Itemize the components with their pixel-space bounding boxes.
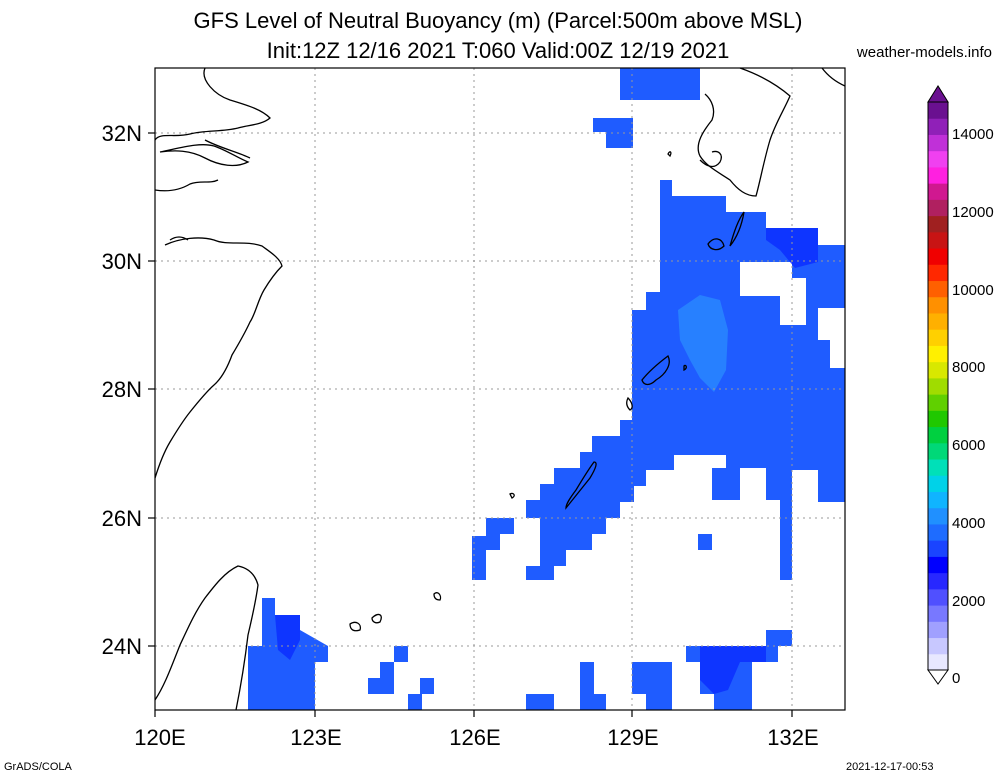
- colorbar-cell: [928, 523, 948, 541]
- y-tick-24n: 24N: [102, 634, 142, 659]
- footer-left: GrADS/COLA: [4, 761, 72, 773]
- colorbar-cell: [928, 264, 948, 282]
- buoyancy-regions: [248, 68, 845, 710]
- colorbar-cell: [928, 653, 948, 671]
- colorbar-cell: [928, 248, 948, 265]
- y-tick-30n: 30N: [102, 249, 142, 274]
- colorbar-cell: [928, 199, 948, 217]
- coastlines: [154, 67, 846, 711]
- colorbar-cell: [928, 572, 948, 590]
- colorbar-cell: [928, 507, 948, 525]
- colorbar-cell: [928, 426, 948, 444]
- colorbar-cell: [928, 410, 948, 428]
- colorbar-cell: [928, 540, 948, 557]
- colorbar-cell: [928, 361, 948, 379]
- title-line-2: Init:12Z 12/16 2021 T:060 Valid:00Z 12/1…: [266, 38, 730, 63]
- colorbar-cell: [928, 588, 948, 606]
- colorbar-cell: [928, 605, 948, 622]
- colorbar-cell: [928, 280, 948, 298]
- colorbar-label-10000: 10000: [952, 282, 994, 299]
- colorbar-label-8000: 8000: [952, 359, 985, 376]
- site-label: weather-models.info: [856, 44, 992, 61]
- colorbar-label-6000: 6000: [952, 437, 985, 454]
- x-tick-126e: 126E: [449, 725, 500, 750]
- colorbar-cell: [928, 377, 948, 395]
- colorbar-cell: [928, 475, 948, 492]
- colorbar-cell: [928, 118, 948, 135]
- footer-right: 2021-12-17-00:53: [846, 761, 934, 773]
- colorbar-cell: [928, 556, 948, 574]
- colorbar-cell: [928, 345, 948, 363]
- axis-ticks: [148, 132, 793, 717]
- colorbar-cell: [928, 459, 948, 476]
- colorbar-label-14000: 14000: [952, 126, 994, 143]
- title-line-1: GFS Level of Neutral Buoyancy (m) (Parce…: [193, 8, 803, 33]
- colorbar: 0 2000 4000 6000 8000 10000 12000 14000: [927, 85, 994, 687]
- x-tick-129e: 129E: [607, 725, 658, 750]
- y-tick-32n: 32N: [102, 121, 142, 146]
- colorbar-label-2000: 2000: [952, 593, 985, 610]
- colorbar-label-0: 0: [952, 670, 960, 687]
- colorbar-cell: [928, 231, 948, 249]
- x-tick-132e: 132E: [767, 725, 818, 750]
- colorbar-cell: [928, 134, 948, 152]
- colorbar-cell: [928, 394, 948, 411]
- colorbar-cell: [928, 329, 948, 346]
- colorbar-cell: [928, 150, 948, 168]
- colorbar-cell: [928, 102, 948, 119]
- colorbar-label-4000: 4000: [952, 515, 985, 532]
- x-tick-120e: 120E: [134, 725, 185, 750]
- colorbar-cell: [928, 442, 948, 460]
- colorbar-label-12000: 12000: [952, 204, 994, 221]
- colorbar-cell: [928, 637, 948, 655]
- colorbar-cell: [928, 166, 948, 184]
- y-tick-26n: 26N: [102, 506, 142, 531]
- colorbar-cell: [928, 183, 948, 200]
- colorbar-cell: [928, 491, 948, 509]
- colorbar-cell: [928, 621, 948, 639]
- colorbar-cell: [928, 312, 948, 330]
- x-tick-123e: 123E: [290, 725, 341, 750]
- gridlines: [155, 68, 845, 710]
- colorbar-cell: [928, 296, 948, 314]
- colorbar-cell: [928, 215, 948, 233]
- y-tick-28n: 28N: [102, 377, 142, 402]
